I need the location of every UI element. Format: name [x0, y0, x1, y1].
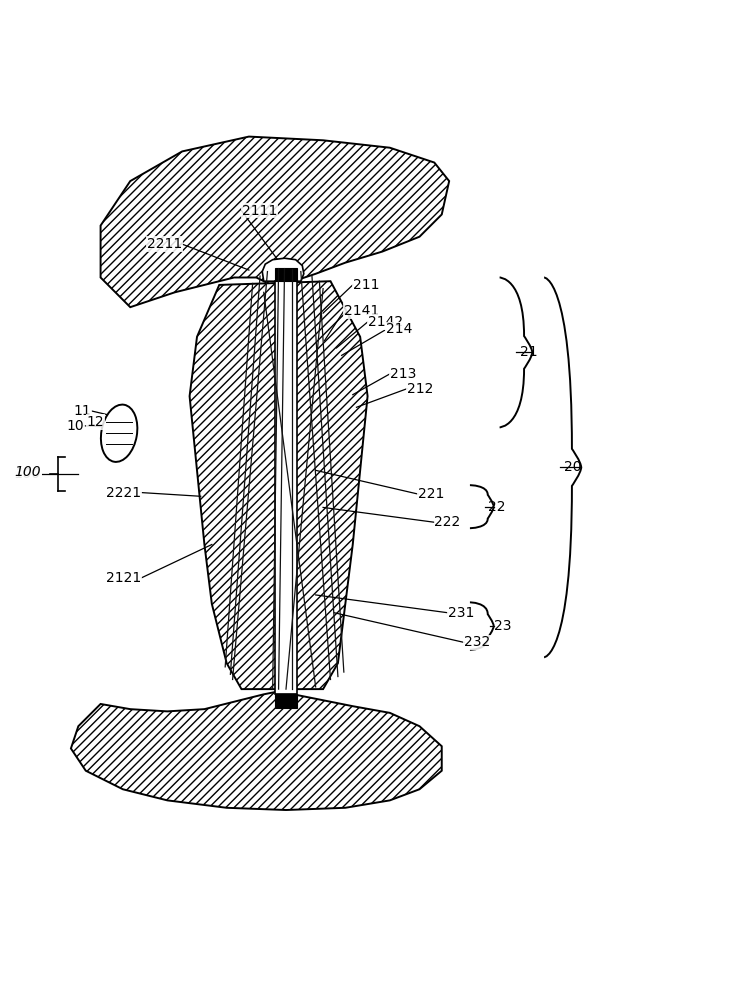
Text: 214: 214	[386, 322, 412, 336]
Polygon shape	[275, 268, 297, 281]
Polygon shape	[190, 281, 368, 689]
Text: 2142: 2142	[368, 315, 403, 329]
Text: 2221: 2221	[106, 486, 141, 500]
Text: 2121: 2121	[106, 571, 141, 585]
Ellipse shape	[101, 405, 137, 462]
Text: 10: 10	[67, 419, 84, 433]
Text: 2211: 2211	[147, 237, 182, 251]
Polygon shape	[100, 137, 449, 307]
Text: 2141: 2141	[344, 304, 379, 318]
Text: 232: 232	[464, 635, 490, 649]
Text: 11: 11	[74, 404, 92, 418]
Polygon shape	[262, 258, 304, 281]
Polygon shape	[71, 691, 442, 810]
Text: 23: 23	[494, 619, 512, 633]
Text: 212: 212	[407, 382, 434, 396]
Text: 231: 231	[448, 606, 474, 620]
Text: 211: 211	[352, 278, 380, 292]
Text: 21: 21	[520, 345, 537, 359]
Polygon shape	[275, 694, 297, 708]
Text: 2111: 2111	[242, 204, 277, 218]
Text: 20: 20	[564, 460, 582, 474]
Text: 22: 22	[488, 500, 506, 514]
Text: 222: 222	[434, 515, 460, 529]
Text: 100: 100	[15, 465, 41, 479]
Text: 221: 221	[418, 487, 445, 501]
Text: 12: 12	[87, 415, 104, 429]
Polygon shape	[275, 281, 297, 694]
Text: 213: 213	[390, 367, 416, 381]
Text: 100: 100	[15, 467, 41, 481]
